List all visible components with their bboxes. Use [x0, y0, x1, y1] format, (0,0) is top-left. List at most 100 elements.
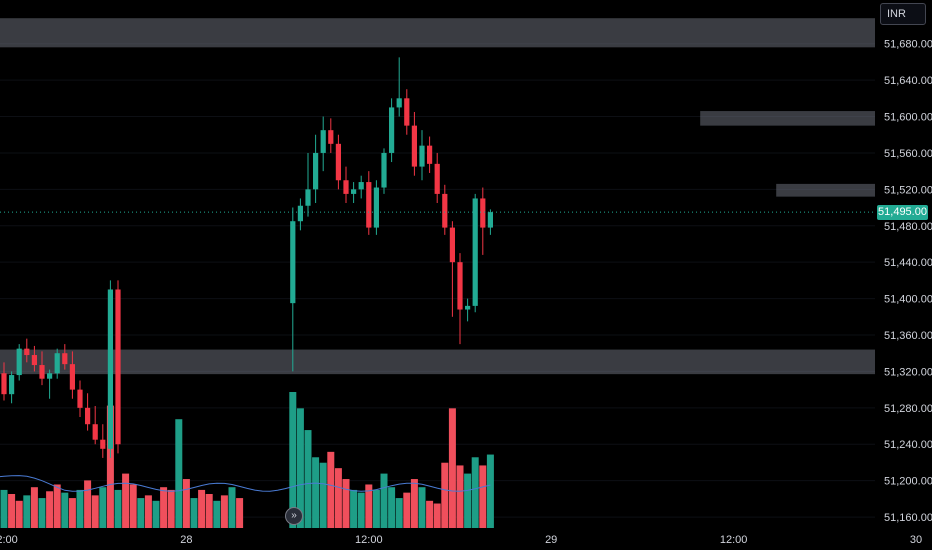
candle-body	[457, 262, 463, 310]
volume-bar	[350, 489, 358, 528]
volume-bar	[99, 487, 107, 528]
price-tick-label: 51,360.00	[884, 330, 932, 342]
last-price-label: 51,495.00	[877, 204, 928, 220]
candle-body	[366, 182, 372, 228]
time-tick-label: 12:00	[355, 534, 383, 546]
volume-bar	[342, 479, 350, 528]
volume-bar	[46, 491, 54, 528]
volume-bar	[129, 484, 137, 528]
candle-body	[305, 189, 311, 206]
candle-body	[419, 145, 425, 167]
price-tick-label: 51,680.00	[884, 39, 932, 51]
volume-bar	[38, 498, 46, 528]
volume-bar	[152, 500, 160, 528]
candle-body	[31, 355, 37, 366]
volume-bar	[144, 495, 152, 528]
candle-body	[404, 98, 410, 126]
double-chevron-right-icon[interactable]: »	[285, 507, 303, 525]
volume-bar	[53, 484, 61, 528]
volume-bars	[0, 392, 494, 528]
candle-body	[465, 305, 471, 310]
time-tick-label: 30	[910, 534, 922, 546]
price-tick-label: 51,520.00	[884, 184, 932, 196]
price-axis[interactable]: 51,680.00 51,640.00 51,600.00 51,560.00 51,5…	[884, 39, 932, 524]
candle-body	[24, 348, 30, 356]
candle-body	[487, 212, 493, 228]
candle-body	[335, 143, 341, 181]
volume-bar	[228, 487, 236, 528]
volume-bar	[15, 500, 23, 528]
price-tick-label: 51,480.00	[884, 221, 932, 233]
time-tick-label: 28	[180, 534, 192, 546]
volume-bar	[448, 408, 456, 528]
candle-body	[381, 152, 387, 188]
candle-body	[328, 130, 334, 144]
volume-bar	[304, 430, 312, 528]
volume-bar	[289, 392, 297, 528]
zone-4	[0, 349, 875, 375]
volume-bar	[319, 462, 327, 528]
volume-bar	[106, 405, 114, 528]
candle-body	[77, 389, 83, 408]
volume-bar	[380, 473, 388, 528]
volume-bar	[410, 479, 418, 528]
candle-body	[9, 375, 15, 395]
price-tick-label: 51,280.00	[884, 403, 932, 415]
volume-bar	[372, 489, 380, 528]
zone-1	[0, 18, 875, 48]
volume-bar	[433, 503, 441, 528]
price-tick-label: 51,200.00	[884, 476, 932, 488]
candle-body	[396, 98, 402, 108]
volume-bar	[91, 495, 99, 528]
price-tick-label: 51,160.00	[884, 512, 932, 524]
volume-bar	[441, 462, 449, 528]
volume-bar	[182, 479, 190, 528]
candle-body	[320, 130, 326, 153]
volume-bar	[395, 498, 403, 528]
candle-body	[297, 205, 303, 222]
candle-body	[47, 373, 53, 379]
volume-bar	[471, 457, 479, 528]
candle-body	[16, 348, 22, 376]
volume-bar	[160, 487, 168, 528]
volume-bar	[190, 498, 198, 528]
candle-body	[427, 145, 433, 164]
volume-bar	[61, 492, 69, 528]
volume-bar	[479, 465, 487, 528]
volume-moving-average	[0, 475, 491, 492]
candle-body	[54, 353, 60, 374]
candle-body	[442, 193, 448, 228]
volume-bar	[23, 495, 31, 528]
candle-body	[62, 353, 68, 365]
candle-body	[480, 198, 486, 228]
candles	[1, 57, 493, 458]
zone-2	[700, 111, 875, 126]
volume-bar	[84, 480, 92, 528]
volume-bar	[8, 494, 16, 528]
candle-body	[69, 364, 75, 390]
price-tick-label: 51,320.00	[884, 366, 932, 378]
volume-bar	[205, 494, 213, 528]
candle-body	[115, 289, 121, 445]
volume-bar	[464, 473, 472, 528]
price-tick-label: 51,640.00	[884, 75, 932, 87]
time-tick-label: 12:00	[0, 534, 18, 546]
volume-ma-line	[0, 475, 491, 492]
currency-selector[interactable]: INR	[880, 3, 926, 25]
volume-bar	[334, 468, 342, 528]
volume-bar	[486, 454, 494, 528]
candle-body	[100, 439, 106, 449]
volume-bar	[296, 408, 304, 528]
candle-body	[107, 289, 113, 449]
volume-bar	[365, 484, 373, 528]
price-tick-label: 51,240.00	[884, 439, 932, 451]
volume-bar	[357, 492, 365, 528]
candle-body	[1, 373, 7, 395]
volume-bar	[137, 498, 145, 528]
volume-bar	[312, 457, 320, 528]
candle-body	[373, 187, 379, 228]
volume-bar	[30, 487, 38, 528]
price-tick-label: 51,440.00	[884, 257, 932, 269]
